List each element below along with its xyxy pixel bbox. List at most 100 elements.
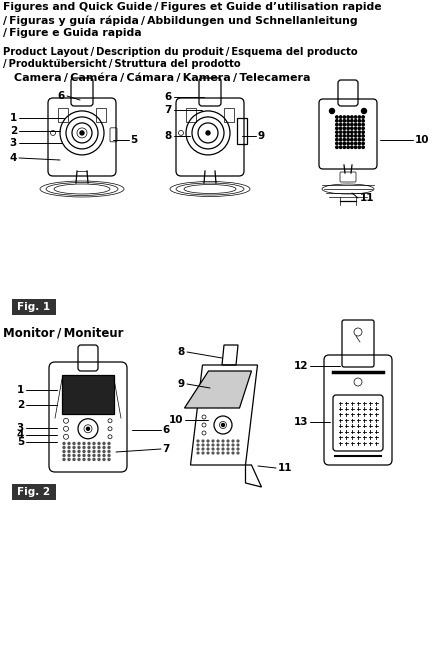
Circle shape (98, 458, 100, 460)
Circle shape (362, 123, 364, 126)
Bar (96, 108, 106, 122)
FancyBboxPatch shape (12, 484, 56, 500)
Circle shape (83, 450, 85, 452)
Circle shape (351, 146, 353, 149)
Circle shape (343, 135, 346, 137)
Circle shape (347, 127, 350, 130)
Circle shape (78, 450, 80, 452)
Circle shape (351, 138, 353, 141)
Circle shape (351, 119, 353, 122)
Circle shape (202, 444, 204, 446)
Circle shape (88, 450, 90, 452)
Circle shape (217, 440, 219, 442)
Text: 5: 5 (130, 135, 137, 145)
Text: 9: 9 (178, 379, 185, 389)
Circle shape (358, 138, 360, 141)
Circle shape (339, 131, 342, 133)
Circle shape (78, 458, 80, 460)
Circle shape (227, 444, 229, 446)
Text: 9: 9 (258, 131, 265, 141)
Circle shape (339, 135, 342, 137)
Circle shape (347, 123, 350, 126)
Text: 7: 7 (165, 105, 172, 115)
Circle shape (354, 119, 357, 122)
Circle shape (212, 448, 214, 450)
Text: 10: 10 (169, 415, 183, 425)
Circle shape (202, 440, 204, 442)
Circle shape (73, 458, 75, 460)
Text: 1: 1 (10, 113, 17, 123)
Circle shape (347, 116, 350, 118)
Text: Product Layout / Description du produit / Esquema del producto: Product Layout / Description du produit … (3, 47, 357, 57)
Circle shape (343, 131, 346, 133)
Text: 3: 3 (10, 138, 17, 148)
Circle shape (98, 447, 100, 448)
Circle shape (336, 123, 338, 126)
Text: 8: 8 (165, 131, 172, 141)
Circle shape (237, 440, 239, 442)
Circle shape (329, 108, 335, 114)
Circle shape (336, 116, 338, 118)
Circle shape (339, 123, 342, 126)
Circle shape (362, 119, 364, 122)
Circle shape (358, 116, 360, 118)
Text: 13: 13 (293, 417, 308, 427)
Circle shape (343, 127, 346, 130)
Circle shape (63, 447, 65, 448)
Circle shape (212, 452, 214, 454)
Circle shape (202, 448, 204, 450)
Circle shape (336, 131, 338, 133)
Circle shape (88, 443, 90, 445)
Text: 2: 2 (17, 400, 24, 410)
Circle shape (227, 440, 229, 442)
Circle shape (63, 450, 65, 452)
Circle shape (351, 142, 353, 145)
Circle shape (351, 135, 353, 137)
Text: 8: 8 (178, 347, 185, 357)
Circle shape (354, 131, 357, 133)
Circle shape (336, 142, 338, 145)
Text: 4: 4 (17, 430, 24, 440)
Circle shape (197, 448, 199, 450)
Circle shape (108, 450, 110, 452)
Text: / Figuras y guía rápida / Abbildungen und Schnellanleitung: / Figuras y guía rápida / Abbildungen un… (3, 15, 357, 25)
Text: Fig. 1: Fig. 1 (18, 302, 50, 312)
Circle shape (212, 440, 214, 442)
Circle shape (358, 146, 360, 149)
Circle shape (227, 452, 229, 454)
Bar (62, 375, 114, 414)
Circle shape (207, 452, 209, 454)
Circle shape (351, 123, 353, 126)
Text: 3: 3 (17, 423, 24, 433)
Circle shape (83, 454, 85, 456)
Circle shape (358, 131, 360, 133)
Circle shape (63, 454, 65, 456)
Circle shape (202, 452, 204, 454)
Circle shape (339, 127, 342, 130)
Circle shape (362, 127, 364, 130)
Circle shape (232, 452, 234, 454)
Circle shape (197, 444, 199, 446)
Circle shape (343, 123, 346, 126)
Text: 6: 6 (58, 91, 65, 101)
Bar (237, 118, 247, 144)
Circle shape (103, 447, 105, 448)
Circle shape (354, 116, 357, 118)
Text: / Figure e Guida rapida: / Figure e Guida rapida (3, 28, 141, 38)
Circle shape (207, 444, 209, 446)
Circle shape (80, 131, 84, 135)
Circle shape (222, 448, 224, 450)
Circle shape (362, 146, 364, 149)
Polygon shape (184, 371, 251, 408)
Circle shape (227, 448, 229, 450)
Circle shape (217, 444, 219, 446)
Circle shape (86, 427, 89, 430)
Circle shape (354, 123, 357, 126)
Circle shape (339, 138, 342, 141)
Circle shape (362, 116, 364, 118)
Circle shape (88, 447, 90, 448)
Circle shape (361, 108, 367, 114)
Circle shape (362, 138, 364, 141)
Circle shape (98, 454, 100, 456)
Circle shape (103, 443, 105, 445)
